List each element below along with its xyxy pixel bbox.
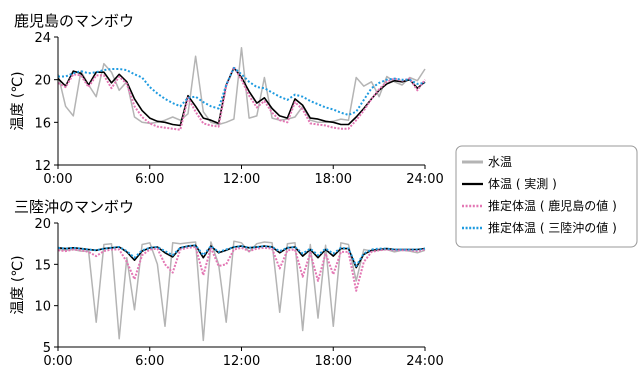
chart-title: 三陸沖のマンボウ bbox=[14, 198, 134, 216]
y-tick-label: 5 bbox=[43, 341, 51, 356]
y-tick-label: 10 bbox=[34, 300, 51, 315]
body-temp-measured-line bbox=[57, 67, 426, 127]
x-tick-label: 12:00 bbox=[223, 354, 260, 369]
legend-box bbox=[455, 145, 638, 248]
legend-label: 推定体温 ( 三陸沖の値 ) bbox=[488, 220, 617, 235]
x-tick-label: 18:00 bbox=[315, 172, 352, 187]
x-tick-label: 0:00 bbox=[43, 354, 72, 369]
y-axis-label: 温度 (℃) bbox=[10, 255, 26, 314]
legend-label: 水温 bbox=[488, 155, 512, 169]
x-tick-label: 6:00 bbox=[135, 354, 164, 369]
x-tick-label: 12:00 bbox=[223, 172, 260, 187]
x-tick-label: 0:00 bbox=[43, 172, 72, 187]
water-temp-line bbox=[57, 46, 426, 126]
y-tick-label: 24 bbox=[34, 31, 51, 46]
y-tick-label: 15 bbox=[34, 258, 51, 273]
y-tick-label: 20 bbox=[34, 74, 51, 89]
estimated-body-temp-kagoshima-line bbox=[57, 246, 426, 292]
y-tick-label: 20 bbox=[34, 217, 51, 232]
water-temp-line bbox=[57, 240, 426, 342]
y-tick-label: 16 bbox=[34, 116, 51, 131]
legend-label: 体温 ( 実測 ) bbox=[488, 176, 557, 191]
estimated-body-temp-sanriku-line bbox=[57, 244, 426, 267]
x-tick-label: 24:00 bbox=[406, 354, 443, 369]
chart-title: 鹿児島のマンボウ bbox=[14, 12, 134, 30]
x-tick-label: 6:00 bbox=[135, 172, 164, 187]
y-tick-label: 12 bbox=[34, 159, 51, 174]
x-tick-label: 18:00 bbox=[315, 354, 352, 369]
estimated-body-temp-sanriku-line bbox=[58, 66, 426, 116]
legend-label: 推定体温 ( 鹿児島の値 ) bbox=[488, 198, 617, 213]
y-axis-label: 温度 (℃) bbox=[10, 71, 26, 130]
estimated-body-temp-kagoshima-line bbox=[57, 65, 426, 131]
x-tick-label: 24:00 bbox=[406, 172, 443, 187]
